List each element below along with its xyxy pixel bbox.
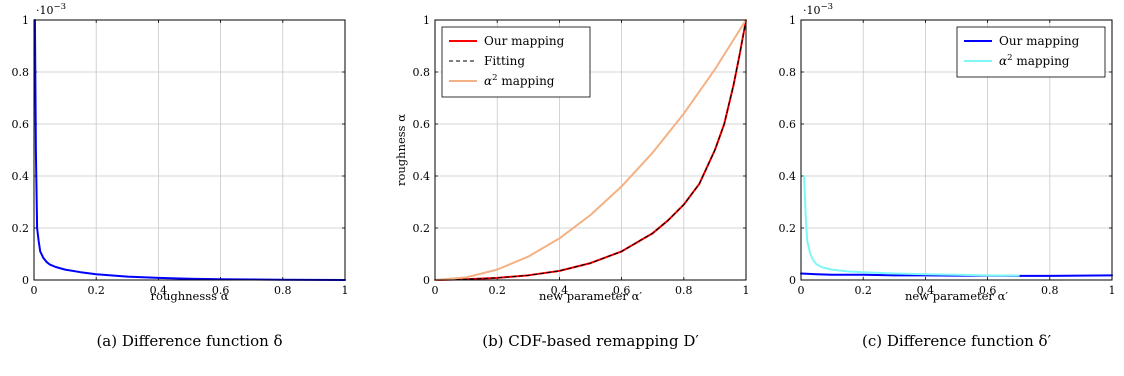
chart-caption: (c) Difference function δ′ — [862, 332, 1052, 350]
y-tick-label: 0.4 — [413, 170, 431, 183]
chart-caption: (a) Difference function δ — [96, 332, 282, 350]
y-tick-label: 0.4 — [779, 170, 797, 183]
y-tick-label: 0.8 — [12, 66, 30, 79]
legend-label-1: Our mapping — [484, 34, 565, 48]
y-tick-label: 0.2 — [12, 222, 30, 235]
y-scale-label: ·10−3 — [36, 2, 66, 17]
y-tick-label: 0.6 — [779, 118, 797, 131]
y-tick-label: 0.2 — [413, 222, 431, 235]
x-tick-label: 0.8 — [675, 284, 693, 297]
y-tick-label: 0.6 — [413, 118, 431, 131]
x-tick-label: 0 — [798, 284, 805, 297]
legend-label-1: Our mapping — [999, 34, 1080, 48]
y-tick-label: 0.2 — [779, 222, 797, 235]
x-axis-label: roughnesss α — [151, 289, 229, 303]
y-tick-label: 0.4 — [12, 170, 30, 183]
x-axis-label: new parameter α′ — [539, 289, 642, 303]
y-tick-label: 1 — [423, 14, 430, 27]
x-tick-label: 0 — [432, 284, 439, 297]
y-tick-label: 0 — [789, 274, 796, 287]
y-tick-label: 0 — [423, 274, 430, 287]
x-tick-label: 0.2 — [488, 284, 506, 297]
series-line-1 — [35, 20, 345, 280]
y-tick-label: 1 — [789, 14, 796, 27]
y-scale-label: ·10−3 — [803, 2, 833, 17]
x-axis-label: new parameter α′ — [905, 289, 1008, 303]
x-tick-label: 1 — [743, 284, 750, 297]
plot-frame — [34, 20, 345, 280]
y-tick-label: 1 — [22, 14, 29, 27]
chart-caption: (b) CDF-based remapping D′ — [482, 332, 699, 350]
series-line-2 — [804, 176, 1019, 276]
chart-panel-1: 0 0.2 0.4 0.6 0.8 100.20.40.60.81·10−3roughne… — [12, 2, 349, 350]
legend-label-2: Fitting — [484, 54, 525, 68]
y-tick-label: 0.6 — [12, 118, 30, 131]
y-tick-label: 0 — [22, 274, 29, 287]
y-tick-label: 0.8 — [413, 66, 431, 79]
x-tick-label: 0.8 — [1041, 284, 1059, 297]
x-tick-label: 1 — [342, 284, 349, 297]
y-axis-label: roughness α — [394, 114, 408, 186]
x-tick-label: 0.2 — [87, 284, 105, 297]
x-tick-label: 0.8 — [274, 284, 292, 297]
x-tick-label: 1 — [1109, 284, 1116, 297]
x-tick-label: 0.2 — [854, 284, 872, 297]
x-tick-label: 0 — [31, 284, 38, 297]
y-tick-label: 0.8 — [779, 66, 797, 79]
